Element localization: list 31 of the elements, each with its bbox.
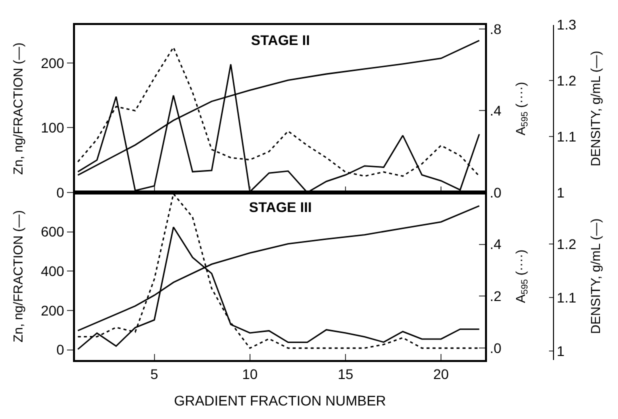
y3-tick-label: 1.2 (556, 72, 576, 89)
y2-tick-label: .0 (490, 340, 502, 356)
y2-tick-label: .8 (490, 20, 502, 37)
y2-tick-label: .4 (490, 236, 502, 252)
y2-tick-label: .4 (490, 102, 502, 119)
x-axis-title: GRADIENT FRACTION NUMBER (174, 392, 386, 409)
y-axis-title: Zn, ng/FRACTION (—) (10, 42, 26, 175)
y-tick-label: 200 (40, 54, 64, 71)
y-axis-title: Zn, ng/FRACTION (—) (10, 210, 26, 342)
y3-tick-label: 1.2 (556, 236, 576, 252)
y3-tick-label: 1.1 (556, 128, 576, 144)
y-tick-label: 100 (40, 120, 64, 136)
y-tick-label: 0 (56, 342, 64, 358)
x-tick-label: 15 (338, 366, 354, 382)
y3-tick-label: 1.1 (556, 289, 576, 306)
y3-tick-label: 1 (556, 342, 565, 359)
y2-tick-label: .2 (490, 288, 502, 304)
text: STAGE II (251, 32, 310, 48)
x-tick-label: 10 (242, 366, 258, 382)
y-tick-label: 200 (40, 302, 64, 318)
y3-axis-title: DENSITY, g/mL (—) (588, 218, 604, 334)
y3-tick-label: 1.3 (556, 16, 576, 33)
y-tick-label: 0 (56, 184, 64, 200)
y-tick-label: 400 (40, 263, 64, 280)
y-tick-label: 600 (40, 224, 64, 240)
x-tick-label: 20 (433, 366, 450, 382)
y3-tick-label: 1 (556, 184, 565, 200)
text: STAGE III (249, 199, 312, 215)
y3-axis-title: DENSITY, g/mL (—) (588, 50, 604, 166)
x-tick-label: 5 (150, 366, 158, 382)
y2-tick-label: .0 (490, 184, 502, 200)
